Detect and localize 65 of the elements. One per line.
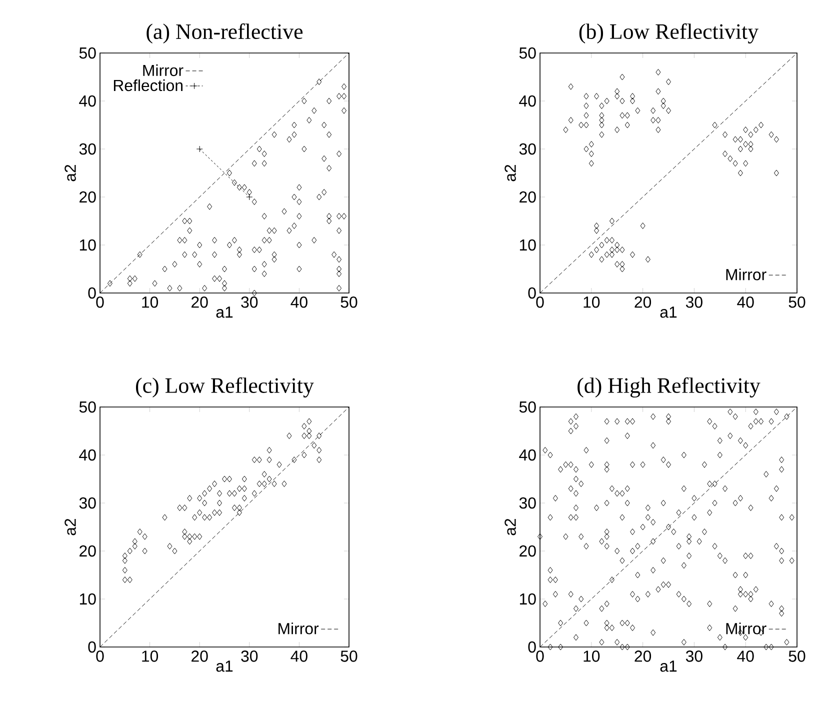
x-axis-title: a1 — [660, 660, 677, 672]
y-tick-label: 0 — [528, 287, 536, 299]
x-tick-label: 10 — [584, 296, 600, 308]
y-tick-label: 40 — [519, 95, 536, 107]
y-tick-label: 10 — [520, 593, 536, 605]
legend-label: Mirror — [143, 64, 184, 76]
legend-label: Mirror — [278, 622, 319, 634]
legend-label: Mirror — [726, 622, 766, 634]
y-tick-label: 10 — [80, 593, 96, 605]
chart-title: (a) Non-reflective — [146, 23, 303, 44]
x-tick-label: 10 — [142, 296, 158, 308]
x-tick-label: 10 — [584, 650, 600, 662]
y-tick-label: 0 — [88, 287, 96, 299]
y-tick-label: 50 — [519, 47, 536, 59]
x-tick-label: 20 — [634, 296, 652, 308]
y-axis-title: a2 — [504, 518, 516, 536]
y-tick-label: 0 — [528, 641, 536, 653]
x-tick-label: 50 — [340, 296, 358, 308]
y-tick-label: 50 — [519, 401, 536, 413]
x-tick-label: 20 — [634, 650, 652, 662]
y-tick-label: 10 — [520, 239, 536, 251]
y-tick-label: 40 — [519, 449, 536, 461]
x-tick-label: 20 — [192, 650, 208, 662]
y-tick-label: 20 — [80, 191, 96, 203]
y-tick-label: 50 — [79, 47, 96, 59]
chart-title: (c) Low Reflectivity — [136, 377, 314, 398]
y-tick-label: 40 — [79, 95, 96, 107]
x-tick-label: 0 — [536, 650, 544, 662]
x-tick-label: 40 — [737, 650, 754, 662]
y-tick-label: 30 — [519, 497, 536, 509]
x-tick-label: 30 — [241, 650, 258, 662]
x-tick-label: 10 — [142, 650, 158, 662]
x-axis-title: a1 — [216, 660, 233, 672]
x-tick-label: 30 — [686, 650, 702, 662]
x-tick-label: 50 — [788, 296, 806, 308]
chart-title: (d) High Reflectivity — [578, 377, 760, 398]
x-tick-label: 20 — [192, 296, 208, 308]
y-tick-label: 40 — [79, 449, 96, 461]
y-axis-title: a2 — [64, 518, 76, 536]
y-tick-label: 20 — [520, 191, 536, 203]
x-tick-label: 40 — [737, 296, 754, 308]
legend-label: Reflection — [114, 79, 182, 92]
x-tick-label: 50 — [340, 650, 358, 662]
chart-title: (b) Low Reflectivity — [579, 23, 759, 44]
x-tick-label: 40 — [290, 650, 308, 662]
x-tick-label: 0 — [96, 650, 104, 662]
x-axis-title: a1 — [216, 306, 233, 318]
x-tick-label: 0 — [96, 296, 104, 308]
legend-label: Mirror — [726, 268, 766, 280]
y-tick-label: 30 — [519, 143, 536, 155]
x-tick-label: 0 — [536, 296, 544, 308]
y-tick-label: 30 — [79, 143, 96, 155]
x-tick-label: 40 — [290, 296, 308, 308]
y-tick-label: 20 — [80, 545, 96, 557]
y-axis-title: a2 — [64, 164, 76, 182]
y-tick-label: 10 — [80, 239, 96, 251]
x-tick-label: 50 — [788, 650, 806, 662]
x-tick-label: 30 — [686, 296, 702, 308]
y-tick-label: 50 — [79, 401, 96, 413]
x-axis-title: a1 — [660, 306, 677, 318]
y-tick-label: 20 — [520, 545, 536, 557]
x-tick-label: 30 — [241, 296, 258, 308]
y-tick-label: 0 — [88, 641, 96, 653]
y-axis-title: a2 — [504, 164, 516, 182]
y-tick-label: 30 — [79, 497, 96, 509]
